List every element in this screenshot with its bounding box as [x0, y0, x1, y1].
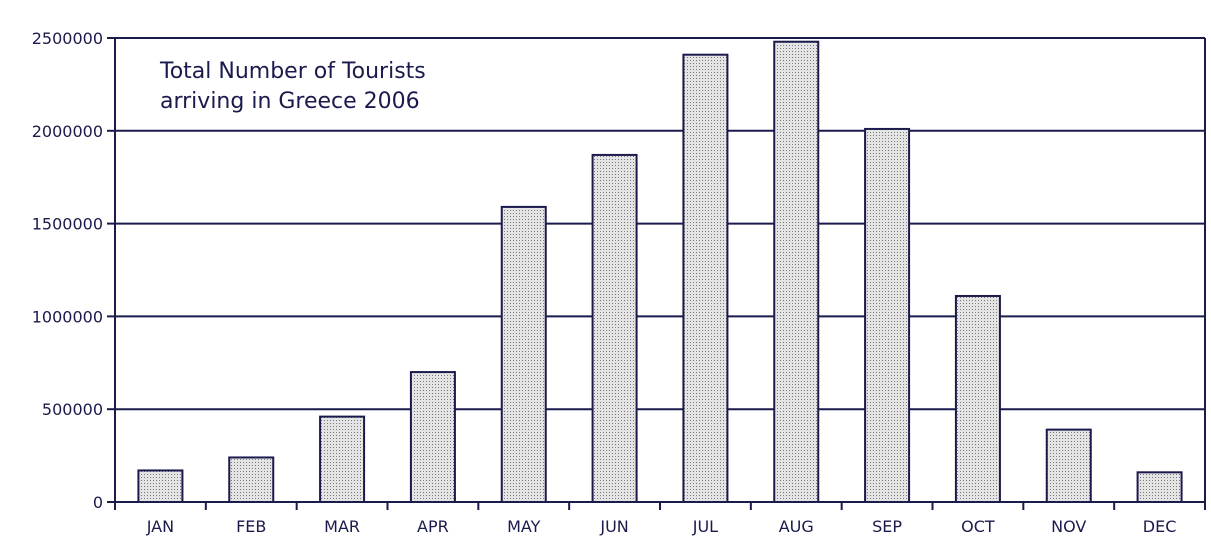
- x-tick-label: SEP: [872, 517, 902, 536]
- bar-mar: [319, 415, 366, 503]
- x-tick-label: JAN: [146, 517, 174, 536]
- x-tick-label: NOV: [1051, 517, 1086, 536]
- bar-dec: [1136, 471, 1183, 503]
- y-tick-label: 1500000: [32, 215, 103, 234]
- bar-aug: [773, 40, 820, 503]
- bars: [137, 40, 1183, 504]
- bar-oct: [954, 294, 1001, 504]
- y-tick-label: 2000000: [32, 122, 103, 141]
- x-tick-label: APR: [417, 517, 449, 536]
- bar-sep: [864, 127, 911, 503]
- chart-title-line-2: arriving in Greece 2006: [160, 89, 420, 114]
- bar-jun: [591, 153, 638, 503]
- bar-nov: [1045, 428, 1092, 503]
- x-tick-label: MAR: [324, 517, 360, 536]
- x-tick-label: MAY: [507, 517, 541, 536]
- x-tick-label: JUL: [692, 517, 718, 536]
- y-tick-label: 0: [93, 493, 103, 512]
- bar-jan: [137, 469, 184, 503]
- x-tick-label: FEB: [236, 517, 266, 536]
- gridlines: [115, 37, 1205, 411]
- bar-may: [500, 205, 547, 503]
- y-tick-labels: 0 500000 1000000 1500000 2000000 2500000: [32, 29, 115, 512]
- x-tick-label: JUN: [599, 517, 628, 536]
- x-tick-label: DEC: [1143, 517, 1177, 536]
- x-tick-label: OCT: [961, 517, 995, 536]
- bar-apr: [409, 371, 456, 503]
- y-tick-label: 500000: [42, 400, 103, 419]
- y-tick-label: 2500000: [32, 29, 103, 48]
- y-tick-label: 1000000: [32, 307, 103, 326]
- chart-title-line-1: Total Number of Tourists: [159, 59, 426, 84]
- bar-jul: [682, 53, 729, 503]
- x-tick-label: AUG: [779, 517, 814, 536]
- x-tick-labels: JAN FEB MAR APR MAY JUN JUL AUG SEP OCT NOV DEC: [114, 502, 1206, 536]
- bar-feb: [228, 456, 275, 503]
